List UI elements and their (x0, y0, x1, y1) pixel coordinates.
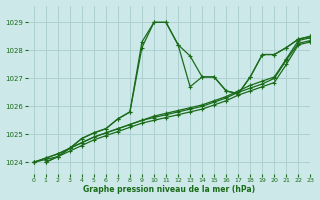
X-axis label: Graphe pression niveau de la mer (hPa): Graphe pression niveau de la mer (hPa) (83, 185, 255, 194)
